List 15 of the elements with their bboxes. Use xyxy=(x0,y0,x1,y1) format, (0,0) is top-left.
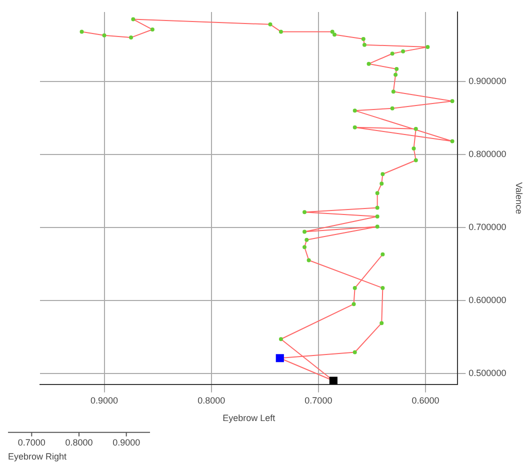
x-axis-title: Eyebrow Left xyxy=(222,413,276,424)
x2-tick-label: 0.9000 xyxy=(112,437,140,448)
y-tick-label: 0.500000 xyxy=(468,368,506,378)
y-tick-label: 0.700000 xyxy=(468,222,506,232)
x2-tick-label: 0.8000 xyxy=(65,437,93,448)
y-tick-label: 0.900000 xyxy=(468,76,506,86)
x-tick-label: 0.6000 xyxy=(412,395,440,406)
x-tick-label: 0.9000 xyxy=(90,395,118,406)
x-tick-label: 0.7000 xyxy=(304,395,332,406)
x-tick-label: 0.8000 xyxy=(198,395,226,406)
x2-axis-title: Eyebrow Right xyxy=(8,451,68,462)
y-tick-label: 0.600000 xyxy=(468,294,506,305)
y-axis-title: Valence xyxy=(514,182,524,214)
y-tick-label: 0.800000 xyxy=(468,148,506,159)
x2-tick-label: 0.7000 xyxy=(18,437,46,448)
